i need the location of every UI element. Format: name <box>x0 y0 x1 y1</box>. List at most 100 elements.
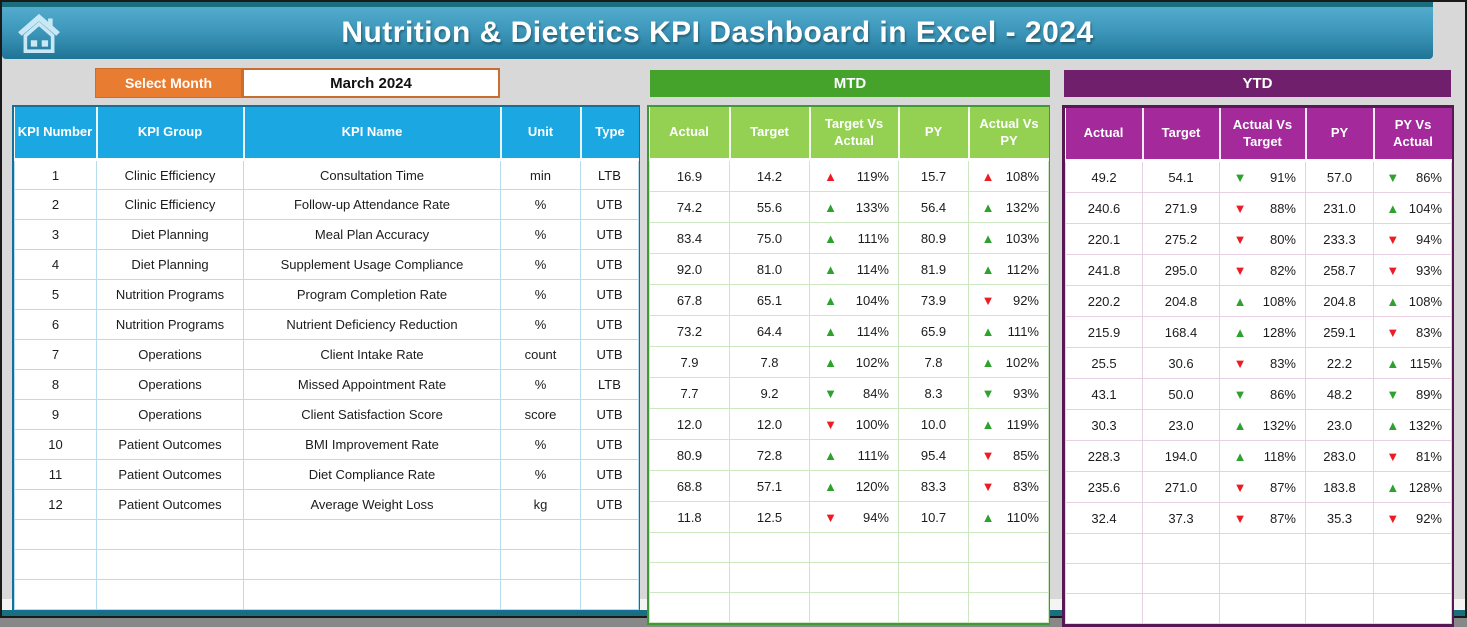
vs-cell: ▲ 132% <box>1219 409 1306 441</box>
empty-cell <box>1305 563 1374 594</box>
target-cell: 271.0 <box>1142 471 1220 503</box>
trend-up-icon: ▲ <box>981 354 995 370</box>
kpi-info-row: 5 Nutrition Programs Program Completion Ra… <box>14 279 639 310</box>
column-header: Actual Vs Target <box>1219 108 1307 162</box>
column-header: Actual Vs PY <box>968 107 1049 161</box>
kpi-name-cell: Consultation Time <box>243 159 501 190</box>
trend-up-icon: ▲ <box>1233 417 1247 433</box>
vs-cell: ▼ 87% <box>1219 502 1306 534</box>
home-button[interactable] <box>16 12 62 54</box>
vs-cell: ▲ 132% <box>968 191 1049 223</box>
vs-cell: ▼ 83% <box>1373 316 1452 348</box>
kpi-number-cell: 8 <box>14 369 97 400</box>
empty-cell <box>968 592 1049 623</box>
vs-percent: 93% <box>1012 385 1039 401</box>
empty-cell <box>1065 533 1143 564</box>
vs-percent: 104% <box>1408 200 1442 216</box>
vs-cell: ▼ 87% <box>1219 471 1306 503</box>
mtd-row: 83.4 75.0 ▲ 111% 80.9 ▲ 103% <box>649 222 1049 254</box>
vs-cell: ▲ 119% <box>809 159 899 192</box>
vs-percent: 80% <box>1269 231 1296 247</box>
month-dropdown[interactable]: March 2024 <box>242 68 500 98</box>
target-cell: 275.2 <box>1142 223 1220 255</box>
type-cell: LTB <box>580 159 639 190</box>
select-month-label: Select Month <box>95 68 242 98</box>
vs-cell: ▼ 94% <box>809 501 899 533</box>
ytd-row: 235.6 271.0 ▼ 87% 183.8 ▲ 128% <box>1065 471 1452 503</box>
vs-cell: ▲ 104% <box>1373 192 1452 224</box>
column-header: PY Vs Actual <box>1373 108 1452 162</box>
kpi-group-cell: Clinic Efficiency <box>96 159 244 190</box>
kpi-group-cell: Patient Outcomes <box>96 459 244 490</box>
empty-cell <box>898 592 969 623</box>
trend-up-icon: ▲ <box>981 509 995 525</box>
empty-cell <box>243 519 501 550</box>
vs-cell: ▼ 83% <box>1219 347 1306 379</box>
vs-percent: 85% <box>1012 447 1039 463</box>
ytd-row: 220.1 275.2 ▼ 80% 233.3 ▼ 94% <box>1065 223 1452 255</box>
empty-cell <box>1373 593 1452 624</box>
mtd-table: Actual Target Target Vs Actual PY Actual Vs … <box>647 105 1050 625</box>
vs-cell: ▲ 115% <box>1373 347 1452 379</box>
empty-cell <box>1373 563 1452 594</box>
trend-up-icon: ▲ <box>1386 355 1400 371</box>
trend-down-icon: ▼ <box>1233 386 1247 402</box>
empty-row <box>649 532 1049 563</box>
actual-cell: 220.1 <box>1065 223 1143 255</box>
empty-cell <box>898 562 969 593</box>
vs-percent: 86% <box>1415 169 1442 185</box>
column-header: KPI Number <box>14 107 98 161</box>
kpi-group-cell: Operations <box>96 399 244 430</box>
empty-row <box>649 562 1049 593</box>
py-cell: 283.0 <box>1305 440 1374 472</box>
vs-percent: 103% <box>1005 230 1039 246</box>
mtd-row: 12.0 12.0 ▼ 100% 10.0 ▲ 119% <box>649 408 1049 440</box>
empty-cell <box>1305 593 1374 624</box>
empty-cell <box>500 579 581 610</box>
trend-down-icon: ▼ <box>824 385 837 401</box>
actual-cell: 215.9 <box>1065 316 1143 348</box>
empty-row <box>1065 563 1452 594</box>
ytd-row: 49.2 54.1 ▼ 91% 57.0 ▼ 86% <box>1065 160 1452 193</box>
kpi-table-header-row: KPI Number KPI Group KPI Name Unit Type <box>14 107 639 161</box>
vs-percent: 128% <box>1262 324 1296 340</box>
kpi-info-row: 8 Operations Missed Appointment Rate% LTB <box>14 369 639 400</box>
page-title: Nutrition & Dietetics KPI Dashboard in E… <box>341 16 1094 49</box>
vs-cell: ▲ 108% <box>1219 285 1306 317</box>
vs-cell: ▼ 91% <box>1219 160 1306 193</box>
header-banner: Nutrition & Dietetics KPI Dashboard in E… <box>2 7 1433 59</box>
trend-down-icon: ▼ <box>981 292 995 308</box>
py-cell: 80.9 <box>898 222 969 254</box>
vs-cell: ▲ 114% <box>809 253 899 285</box>
vs-cell: ▼ 85% <box>968 439 1049 471</box>
type-cell: LTB <box>580 369 639 400</box>
empty-cell <box>809 562 899 593</box>
vs-percent: 132% <box>1005 199 1039 215</box>
target-cell: 72.8 <box>729 439 810 471</box>
target-cell: 75.0 <box>729 222 810 254</box>
empty-cell <box>14 579 97 610</box>
empty-cell <box>14 519 97 550</box>
kpi-info-table: KPI Number KPI Group KPI Name Unit Type 1 Cli… <box>12 105 640 612</box>
kpi-number-cell: 7 <box>14 339 97 370</box>
kpi-group-cell: Patient Outcomes <box>96 429 244 460</box>
type-cell: UTB <box>580 219 639 250</box>
ytd-table-header-row: Actual Target Actual Vs Target PY PY Vs Actu… <box>1065 108 1452 162</box>
column-header: Actual <box>1065 108 1144 162</box>
vs-percent: 111% <box>857 447 889 463</box>
mtd-row: 67.8 65.1 ▲ 104% 73.9 ▼ 92% <box>649 284 1049 316</box>
vs-percent: 119% <box>1006 416 1039 432</box>
trend-down-icon: ▼ <box>1233 231 1247 247</box>
column-header: PY <box>1305 108 1375 162</box>
kpi-group-cell: Patient Outcomes <box>96 489 244 520</box>
kpi-group-cell: Diet Planning <box>96 219 244 250</box>
target-cell: 54.1 <box>1142 160 1220 193</box>
py-cell: 8.3 <box>898 377 969 409</box>
vs-percent: 81% <box>1415 448 1442 464</box>
trend-up-icon: ▲ <box>981 199 995 215</box>
column-header: PY <box>898 107 970 161</box>
empty-cell <box>1142 563 1220 594</box>
empty-cell <box>729 562 810 593</box>
vs-cell: ▼ 88% <box>1219 192 1306 224</box>
target-cell: 204.8 <box>1142 285 1220 317</box>
